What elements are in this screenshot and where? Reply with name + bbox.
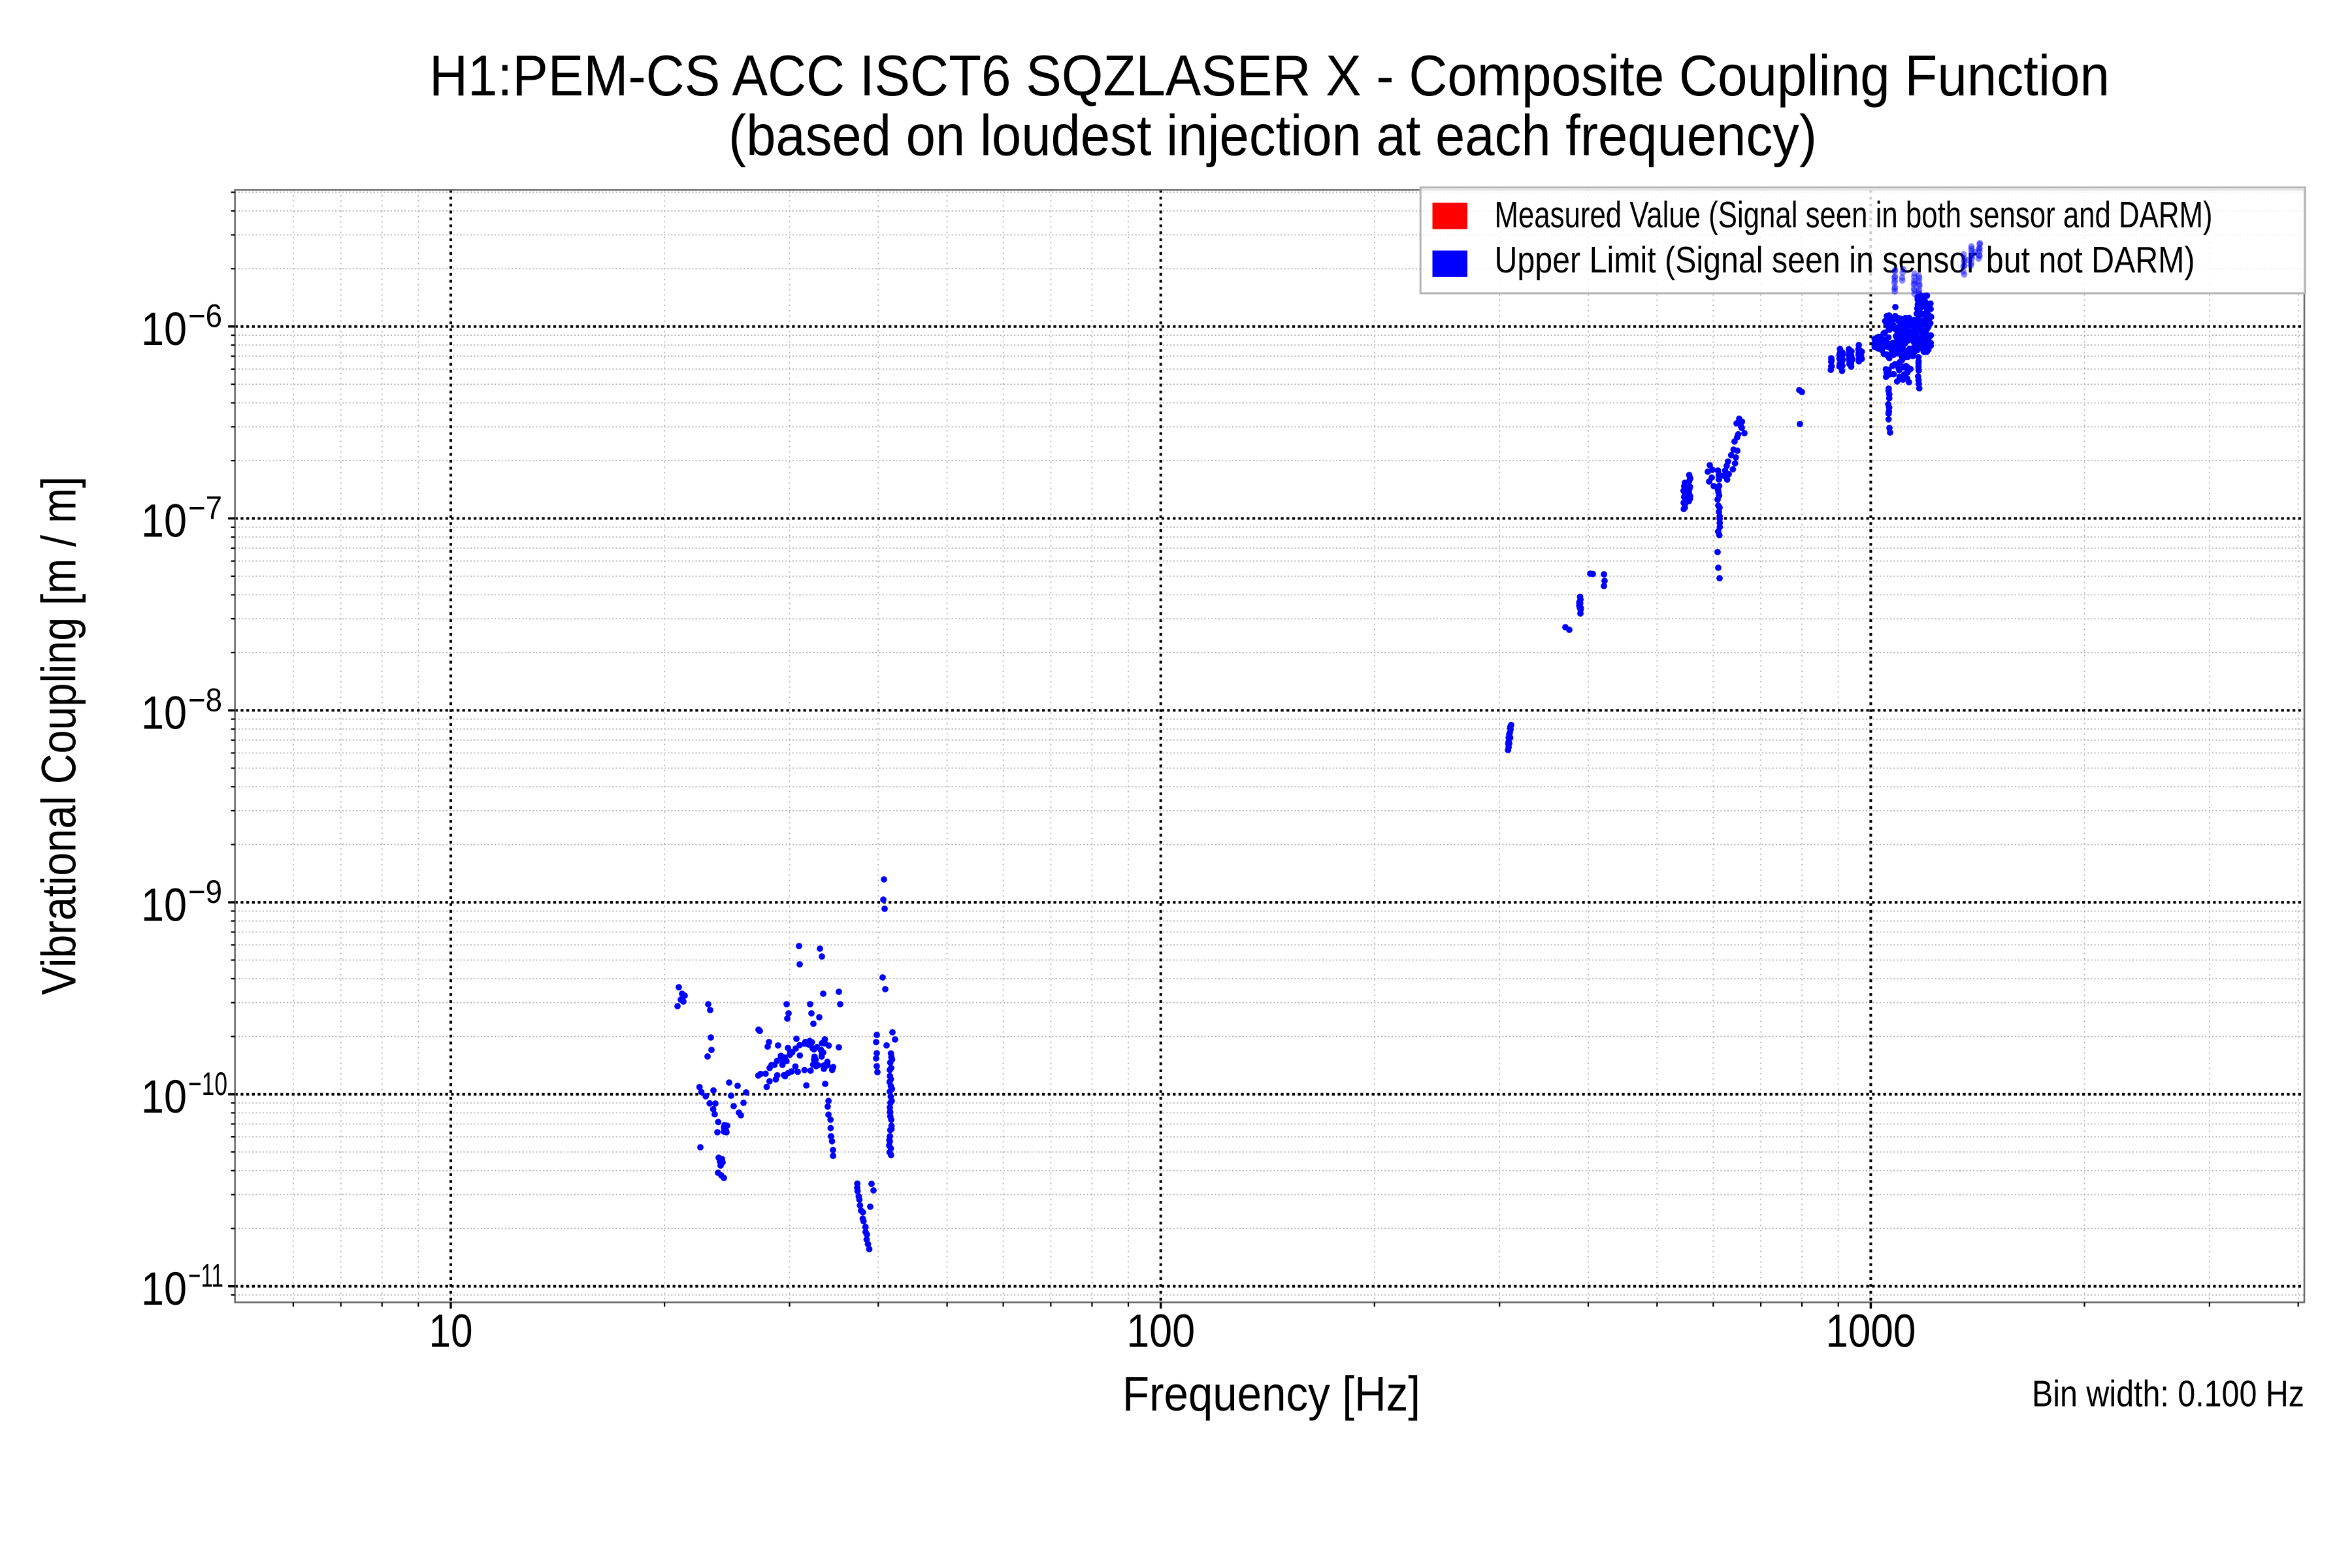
svg-text:−6: −6: [188, 298, 222, 335]
svg-text:100: 100: [1126, 1306, 1195, 1358]
svg-text:10: 10: [141, 688, 187, 740]
svg-text:10: 10: [141, 1264, 187, 1315]
svg-text:−11: −11: [188, 1258, 223, 1294]
svg-text:10: 10: [141, 1071, 187, 1123]
svg-text:−8: −8: [188, 681, 222, 718]
svg-text:−9: −9: [188, 874, 222, 910]
svg-text:10: 10: [141, 496, 187, 547]
svg-text:1000: 1000: [1825, 1306, 1916, 1358]
svg-text:Vibrational Coupling [m / m]: Vibrational Coupling [m / m]: [32, 476, 86, 995]
svg-text:Measured Value (Signal seen in: Measured Value (Signal seen in both sens…: [1495, 194, 2213, 235]
svg-text:−7: −7: [188, 490, 222, 527]
svg-text:Bin width: 0.100 Hz: Bin width: 0.100 Hz: [2032, 1373, 2304, 1415]
svg-text:(based on loudest injection at: (based on loudest injection at each freq…: [728, 103, 1817, 167]
svg-text:10: 10: [141, 879, 187, 931]
svg-text:−10: −10: [188, 1066, 227, 1102]
svg-text:Upper Limit (Signal seen in se: Upper Limit (Signal seen in sensor but n…: [1495, 239, 2195, 280]
svg-text:10: 10: [429, 1306, 473, 1358]
svg-text:10: 10: [141, 304, 187, 355]
svg-text:Frequency [Hz]: Frequency [Hz]: [1122, 1367, 1420, 1421]
svg-text:H1:PEM-CS ACC ISCT6 SQZLASER X: H1:PEM-CS ACC ISCT6 SQZLASER X - Composi…: [429, 43, 2110, 108]
